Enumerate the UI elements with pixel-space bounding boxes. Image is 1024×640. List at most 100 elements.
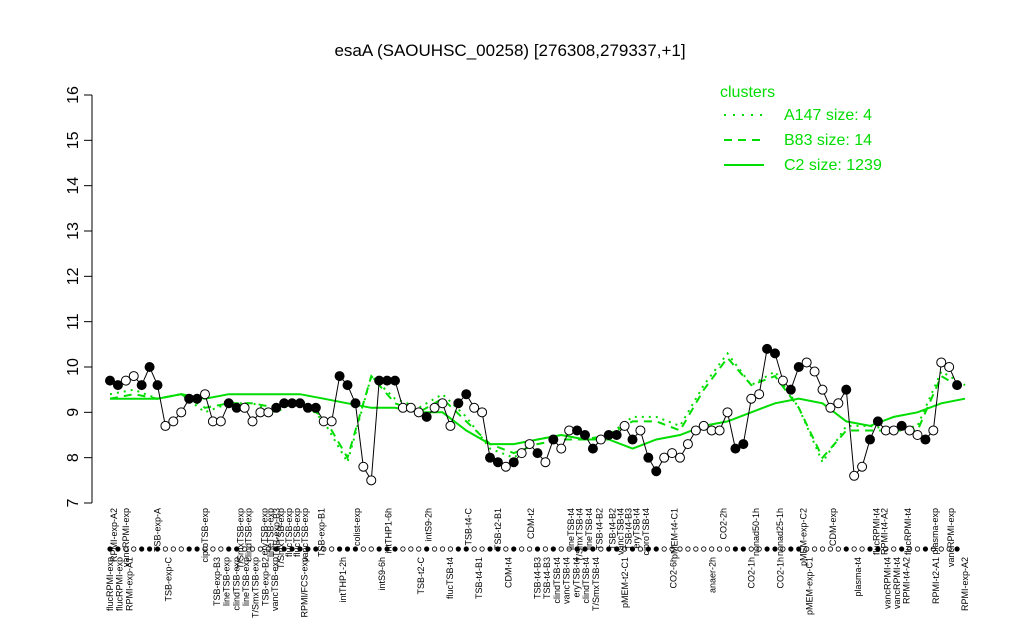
rug-marker [645, 546, 651, 552]
rug-marker [479, 546, 485, 552]
rug-marker [669, 546, 675, 552]
data-point [904, 425, 915, 436]
x-labels-top: RPMI-exp-A2 vancRPMI-exp TSB-exp-A ciproTSB… [109, 508, 956, 570]
data-point [358, 461, 369, 472]
x-label-bottom: vancRPMI-t4 [882, 557, 892, 609]
x-label-bottom: RPMI-exp-A2 [960, 557, 970, 611]
x-label-top: TSB-exp-B3 [271, 508, 281, 557]
x-label-bottom: clindTSB-exp [231, 557, 241, 611]
x-label-bottom: T/SmxTSB-exp [251, 557, 261, 618]
data-point [849, 470, 860, 481]
data-point [738, 439, 749, 450]
x-label-bottom: TSB-t4-B3 [533, 557, 543, 599]
y-tick-label: 13 [65, 222, 82, 240]
data-point [952, 380, 963, 391]
x-label-top: vancTSB-t4 [616, 508, 626, 555]
x-label-bottom: CO2-1h [746, 557, 756, 589]
rug-marker [139, 546, 145, 552]
x-label-top: flucRPMI-t4 [871, 508, 881, 555]
rug-marker [360, 546, 366, 552]
x-label-top: TSB-t4-B2 [594, 508, 604, 550]
rug-marker [210, 546, 216, 552]
y-tick-label: 10 [65, 358, 82, 376]
rug-marker [677, 546, 683, 552]
x-label-bottom: T/SmxTSB-t4 [591, 557, 601, 611]
data-point [176, 407, 187, 418]
rug-marker [265, 546, 271, 552]
x-label-bottom: TSB-exp-B2 [261, 557, 271, 606]
data-point [872, 416, 883, 427]
profile-line [109, 348, 958, 482]
rug-marker [653, 546, 659, 552]
rug-marker [922, 546, 929, 552]
x-label-top: intS9-2h [423, 508, 433, 542]
data-point [817, 384, 828, 395]
rug-marker [447, 546, 454, 552]
rug-marker [574, 546, 580, 552]
rug-marker [336, 546, 343, 552]
data-points [105, 343, 963, 486]
legend: clusters A147 size: 4 B83 size: 14 C2 size… [720, 84, 882, 174]
x-label-top: vancRPMI-exp [946, 508, 956, 567]
data-point [144, 362, 155, 372]
rug-marker [621, 546, 628, 552]
data-point [754, 389, 765, 400]
rug-marker [146, 546, 153, 552]
x-label-top: plasma-exp [930, 508, 940, 555]
data-point [342, 380, 353, 391]
rug-marker [408, 546, 414, 552]
x-label-bottom: TSB-exp-B3 [212, 557, 222, 606]
rug-marker [439, 546, 446, 552]
rug-marker [685, 546, 691, 552]
data-point [865, 434, 875, 445]
x-label-bottom: CDM-t4 [503, 557, 513, 588]
data-point [730, 443, 741, 454]
rug-marker [740, 546, 746, 552]
data-point [928, 425, 939, 436]
rug-marker [819, 546, 826, 552]
rug-marker [788, 546, 794, 552]
rug-marker [273, 546, 279, 552]
x-label-bottom: plasma-t4 [853, 557, 863, 597]
rug-marker [906, 546, 913, 552]
x-label-top: T/SmxTSB-exp [276, 508, 286, 569]
rug-marker [891, 546, 897, 552]
data-point [722, 407, 733, 418]
data-point [833, 398, 844, 409]
data-point [120, 375, 131, 386]
rug-marker [202, 546, 208, 552]
data-point [271, 402, 282, 413]
x-label-top: flucTSB-exp [284, 508, 294, 557]
x-label-bottom: clindTSB-t4 [581, 557, 591, 604]
rug-marker [542, 546, 549, 552]
x-label-bottom: clindTSB-t4 [552, 557, 562, 604]
x-label-top: ciproTSB-t4 [641, 508, 651, 556]
x-label-top: nonad25-1h [775, 508, 785, 556]
x-label-bottom: flucRPMI-exp [105, 557, 115, 611]
rug-marker [376, 546, 382, 552]
data-point [437, 398, 448, 409]
x-label-bottom: lineTSB-exp [241, 557, 251, 606]
x-label-top: TSB-exp-B1 [316, 508, 326, 557]
data-point [390, 375, 400, 386]
x-label-top: TSB-t4-B3 [624, 508, 634, 550]
data-point [445, 420, 456, 431]
x-label-top: nonad50-1h [751, 508, 761, 556]
rug-marker [186, 546, 192, 552]
rug-marker [249, 546, 256, 552]
rug-marker [748, 546, 754, 552]
data-point [920, 434, 931, 445]
data-point [128, 371, 139, 382]
data-point [223, 398, 234, 409]
data-point [469, 402, 480, 413]
rug-marker [424, 546, 430, 552]
data-point [777, 375, 788, 386]
rug-marker [487, 546, 493, 552]
x-label-top: eryTSB-t4 [632, 508, 642, 549]
data-point [112, 380, 123, 391]
x-label-bottom: TSB-exp-C [163, 557, 173, 602]
data-point [825, 402, 836, 413]
y-tick-label: 7 [65, 498, 82, 507]
x-label-bottom: pMEM-exp-C1 [805, 557, 815, 615]
rug-marker [835, 546, 841, 552]
